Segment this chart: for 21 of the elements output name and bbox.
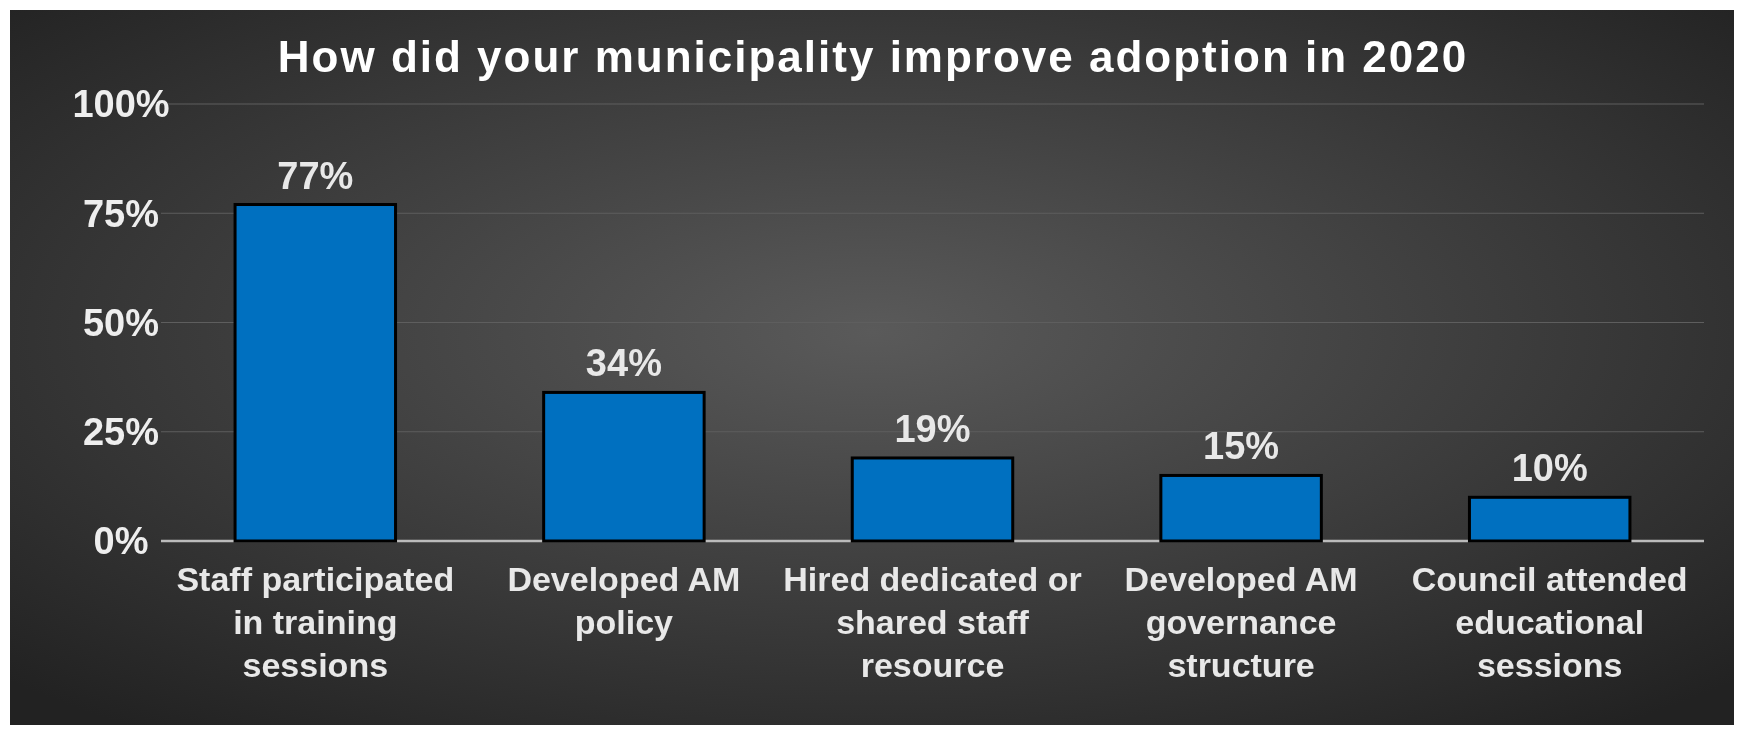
- y-tick-label: 100%: [72, 83, 170, 126]
- x-tick-label: Hired dedicated or shared staff resource: [783, 560, 1082, 684]
- x-tick-label: Developed AM governance structure: [1124, 560, 1358, 684]
- data-label: 77%: [277, 154, 354, 197]
- y-tick-label: 0%: [93, 520, 149, 563]
- data-label: 10%: [1511, 447, 1588, 490]
- x-tick-label: Developed AM policy: [507, 560, 741, 641]
- y-tick-label: 50%: [82, 301, 160, 344]
- y-tick-label: 25%: [82, 411, 160, 454]
- data-label: 15%: [1203, 425, 1280, 468]
- bar: [542, 390, 706, 543]
- bar: [1159, 473, 1323, 543]
- x-tick-label: Staff participated in training sessions: [176, 560, 455, 684]
- chart-title: How did your municipality improve adoption in 2020: [277, 32, 1469, 81]
- x-tick-label: Council attended educational sessions: [1411, 560, 1688, 684]
- y-tick-label: 75%: [82, 192, 160, 235]
- bar: [850, 456, 1015, 543]
- data-label: 34%: [585, 342, 662, 385]
- data-label: 19%: [894, 407, 971, 450]
- bar: [1467, 495, 1632, 543]
- bar: [233, 203, 398, 543]
